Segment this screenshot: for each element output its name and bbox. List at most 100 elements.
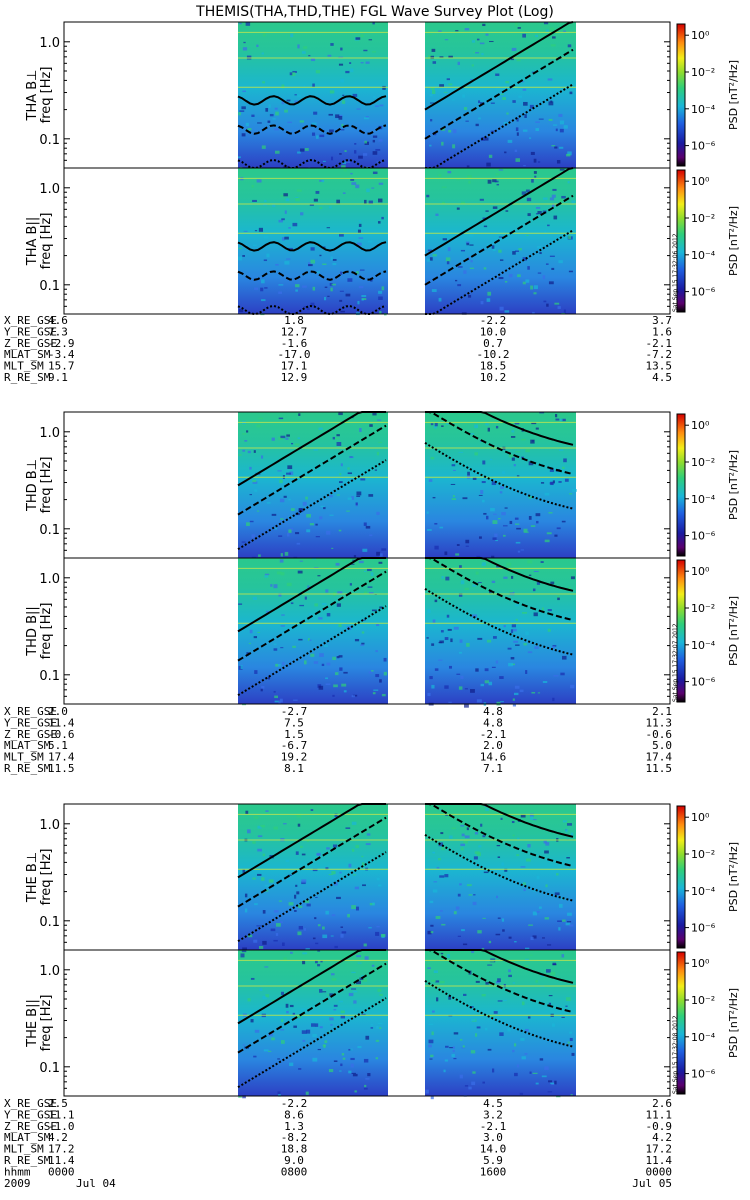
- noise-pixel: [446, 954, 451, 959]
- noise-pixel: [330, 1024, 333, 1026]
- noise-pixel: [341, 1053, 345, 1056]
- noise-pixel: [242, 433, 247, 435]
- noise-pixel: [441, 576, 444, 579]
- noise-pixel: [442, 238, 447, 241]
- noise-pixel: [378, 290, 383, 294]
- noise-pixel: [297, 44, 300, 49]
- ephemeris-value: 19.2: [281, 751, 308, 764]
- noise-pixel: [378, 441, 383, 443]
- noise-pixel: [361, 862, 365, 867]
- ephemeris-value: 11.4: [48, 1154, 75, 1167]
- noise-pixel: [331, 283, 336, 286]
- noise-pixel: [338, 529, 342, 532]
- noise-pixel: [343, 168, 347, 172]
- noise-pixel: [465, 120, 469, 122]
- noise-pixel: [445, 257, 451, 262]
- panel-label: THD B||: [25, 606, 40, 657]
- noise-pixel: [486, 162, 491, 167]
- noise-pixel: [536, 911, 540, 913]
- colorbar-tick-label: 10⁻⁶: [691, 1068, 716, 1081]
- ephemeris-value: -1.0: [48, 1120, 75, 1133]
- noise-pixel: [499, 1032, 504, 1036]
- noise-pixel: [516, 475, 520, 477]
- noise-pixel: [323, 1044, 326, 1049]
- noise-pixel: [305, 1029, 311, 1034]
- noise-pixel: [313, 449, 318, 451]
- noise-pixel: [476, 852, 481, 857]
- noise-pixel: [361, 298, 364, 301]
- noise-pixel: [530, 954, 533, 956]
- noise-pixel: [456, 178, 460, 181]
- noise-pixel: [262, 81, 266, 84]
- noise-pixel: [554, 413, 558, 418]
- noise-pixel: [516, 854, 520, 857]
- frequency-curve: [425, 83, 574, 169]
- ephemeris-value: 13.5: [646, 360, 673, 373]
- noise-pixel: [238, 309, 244, 313]
- noise-pixel: [532, 588, 536, 592]
- noise-pixel: [453, 626, 459, 630]
- noise-pixel: [432, 496, 436, 499]
- ephemeris-value: -0.9: [646, 1120, 673, 1133]
- noise-pixel: [343, 671, 348, 674]
- noise-pixel: [372, 51, 377, 53]
- noise-pixel: [560, 198, 564, 202]
- noise-pixel: [526, 234, 529, 236]
- noise-pixel: [542, 937, 545, 939]
- noise-pixel: [431, 289, 437, 292]
- noise-pixel: [559, 128, 564, 133]
- noise-pixel: [242, 449, 246, 452]
- noise-pixel: [306, 903, 311, 907]
- noise-pixel: [497, 1000, 503, 1002]
- ephemeris-value: 17.2: [646, 1143, 673, 1156]
- noise-pixel: [537, 210, 542, 215]
- noise-pixel: [492, 537, 497, 540]
- colorbar-tick-label: 10⁰: [691, 811, 710, 824]
- noise-pixel: [514, 1072, 518, 1077]
- frequency-curve: [237, 424, 387, 516]
- noise-pixel: [254, 670, 258, 674]
- noise-pixel: [339, 299, 343, 302]
- noise-pixel: [325, 910, 329, 915]
- noise-pixel: [306, 307, 310, 311]
- noise-pixel: [371, 964, 375, 967]
- noise-pixel: [378, 138, 383, 142]
- noise-pixel: [458, 686, 463, 690]
- noise-pixel: [310, 57, 316, 62]
- noise-pixel: [304, 660, 307, 665]
- noise-pixel: [294, 894, 297, 899]
- noise-pixel: [544, 917, 550, 920]
- noise-pixel: [351, 1072, 356, 1074]
- noise-pixel: [376, 551, 381, 556]
- noise-pixel: [274, 107, 278, 110]
- ephemeris-label: Z_RE_GSE: [4, 337, 57, 350]
- noise-pixel: [533, 292, 537, 295]
- noise-pixel: [450, 483, 456, 485]
- ephemeris-value: -10.2: [476, 348, 509, 361]
- noise-pixel: [271, 1037, 275, 1041]
- noise-pixel: [426, 637, 429, 639]
- noise-pixel: [475, 52, 480, 54]
- noise-pixel: [483, 267, 487, 270]
- noise-pixel: [364, 199, 367, 204]
- frequency-curve: [237, 124, 387, 135]
- noise-pixel: [333, 881, 338, 886]
- noise-pixel: [365, 61, 370, 64]
- noise-pixel: [539, 1058, 544, 1061]
- noise-pixel: [238, 112, 241, 116]
- noise-pixel: [377, 419, 382, 421]
- noise-pixel: [266, 502, 271, 504]
- noise-pixel: [312, 286, 316, 291]
- noise-pixel: [562, 919, 566, 922]
- noise-pixel: [524, 51, 527, 53]
- colorbar-tick-label: 10⁻⁴: [691, 639, 716, 652]
- noise-pixel: [532, 311, 535, 315]
- noise-pixel: [512, 698, 515, 701]
- noise-pixel: [515, 541, 521, 544]
- noise-pixel: [279, 698, 283, 703]
- noise-pixel: [493, 513, 497, 515]
- ephemeris-value: 5.0: [652, 739, 672, 752]
- noise-pixel: [555, 128, 558, 132]
- noise-pixel: [547, 609, 552, 612]
